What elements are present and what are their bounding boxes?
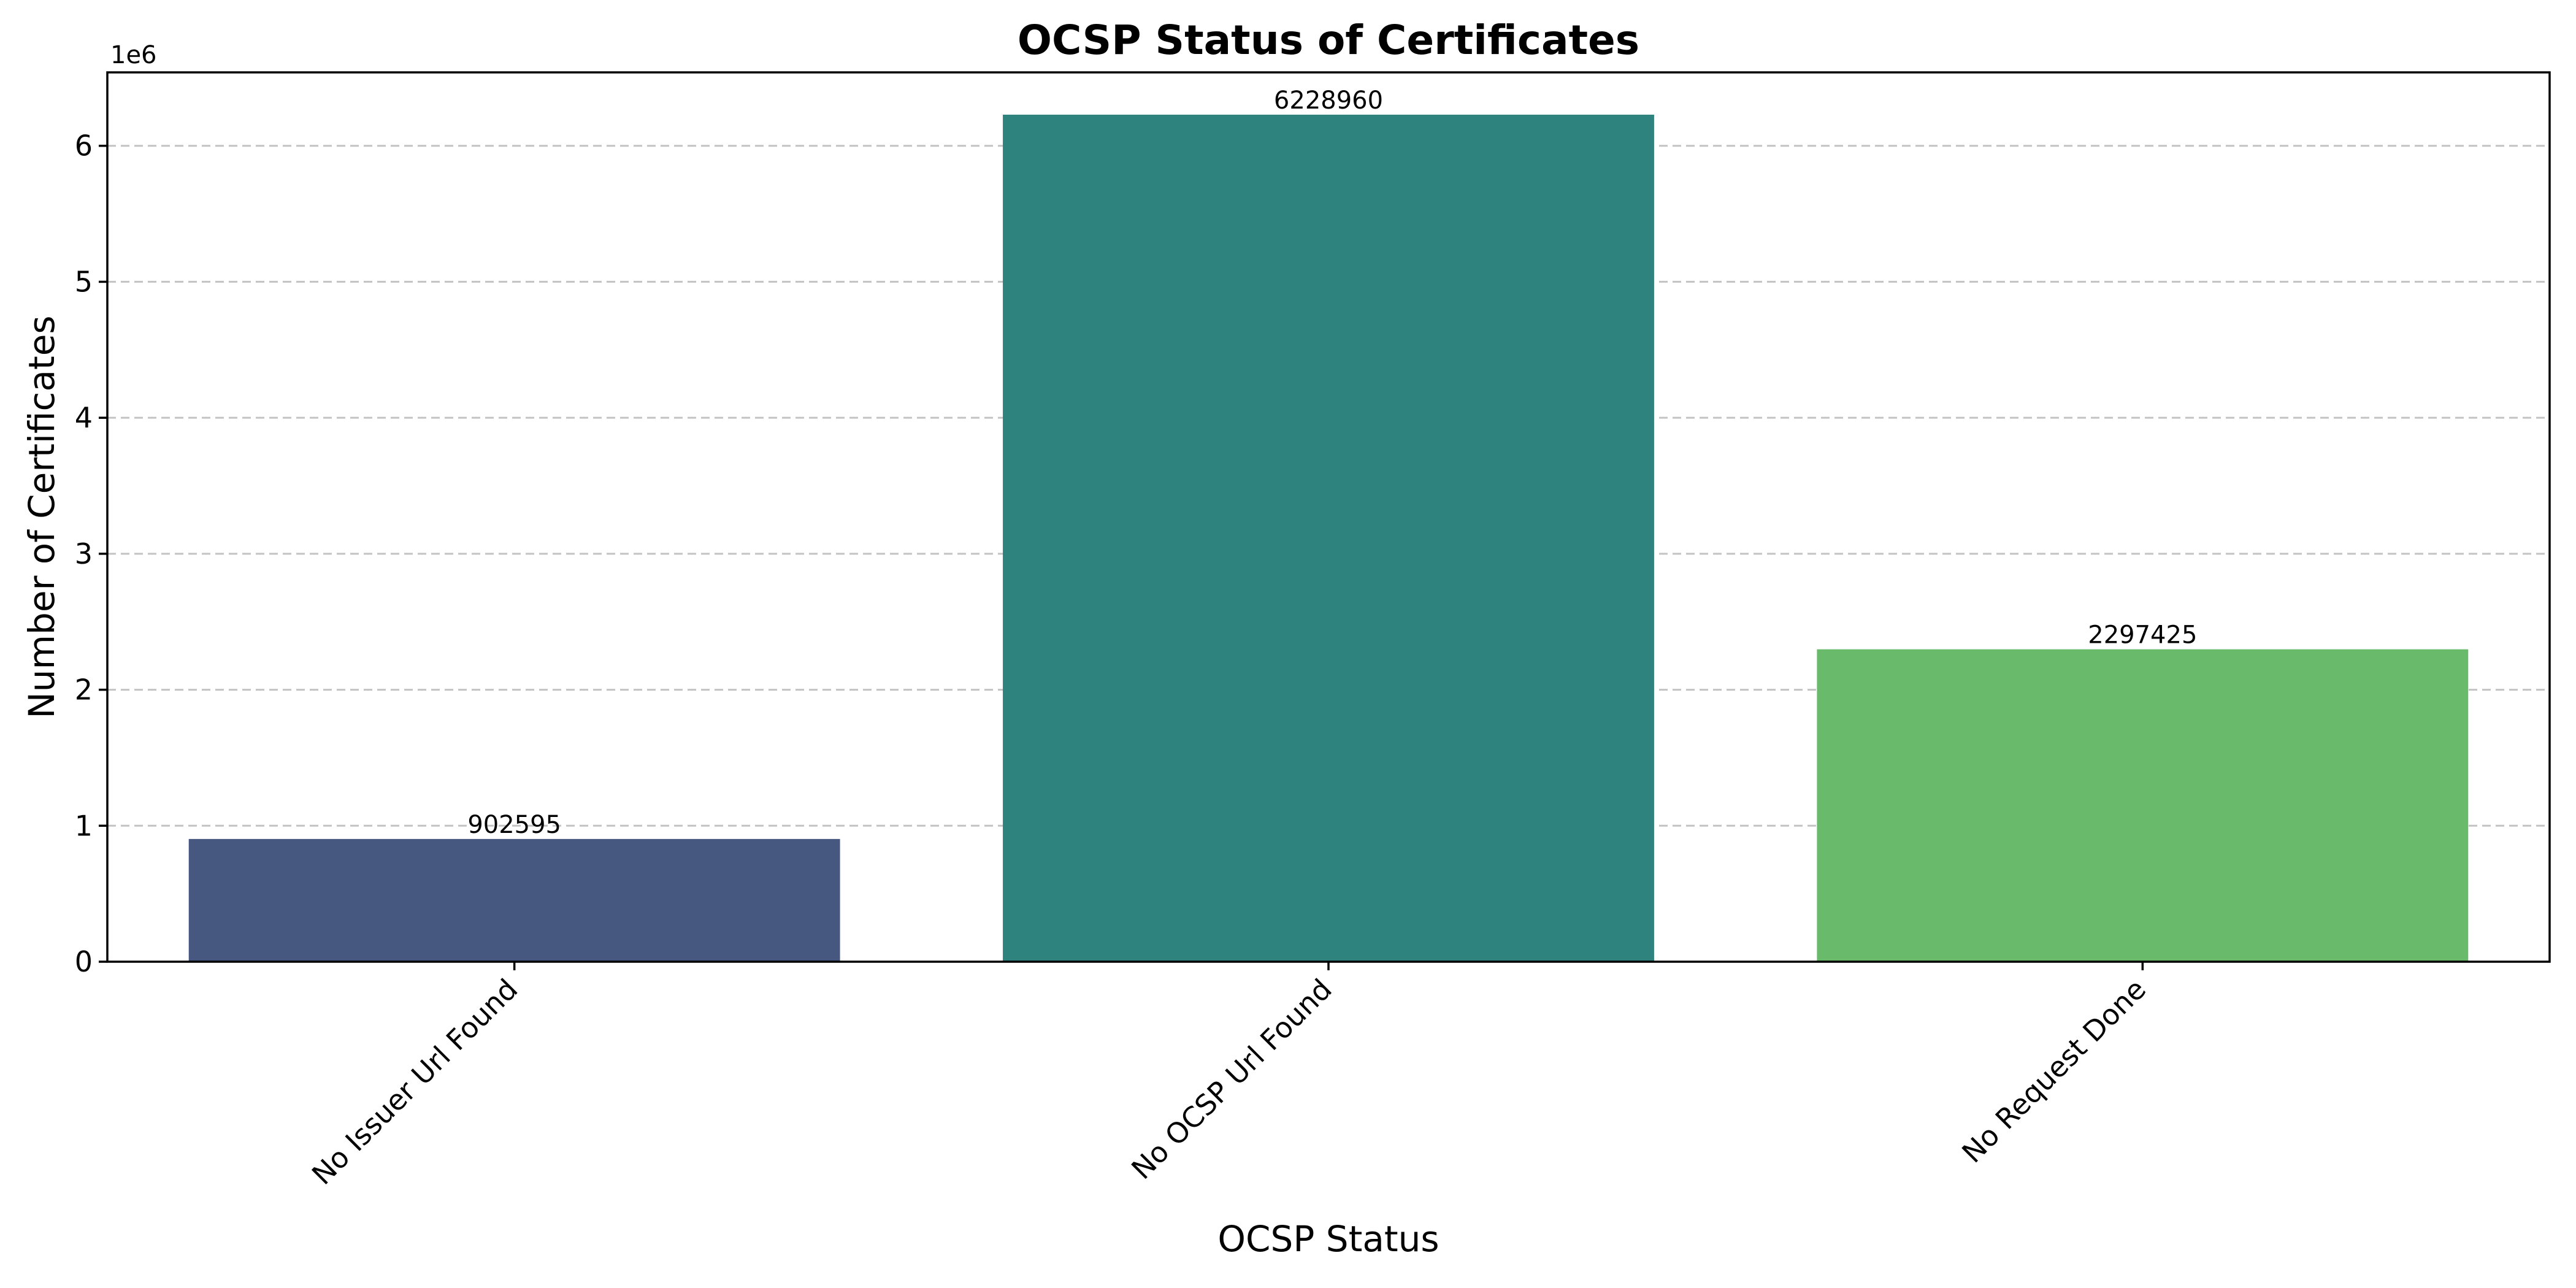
x-tick-label: No Issuer Url Found: [305, 973, 524, 1191]
x-axis-label: OCSP Status: [1217, 1218, 1439, 1260]
bar: [1003, 114, 1654, 962]
y-tick-label: 2: [75, 673, 93, 707]
y-tick-label: 1: [75, 809, 93, 842]
y-axis-label: Number of Certificates: [21, 315, 63, 718]
y-tick-label: 3: [75, 537, 93, 570]
data-label: 2297425: [2088, 621, 2197, 650]
bars: 902595 6228960 2297425: [188, 86, 2469, 962]
data-label: 902595: [467, 811, 561, 839]
x-tick-label: No Request Done: [1955, 973, 2152, 1170]
y-axis-offset-label: 1e6: [110, 41, 157, 69]
bar: [1817, 649, 2469, 962]
x-tick-label: No OCSP Url Found: [1125, 973, 1338, 1186]
x-axis-ticks: No Issuer Url Found No OCSP Url Found No R…: [305, 962, 2152, 1191]
bar: [188, 838, 840, 962]
y-axis-ticks: 0 1 2 3 4 5 6: [75, 129, 107, 978]
y-tick-label: 6: [75, 129, 93, 163]
data-label: 6228960: [1274, 86, 1383, 115]
y-tick-label: 4: [75, 401, 93, 434]
y-tick-label: 0: [75, 945, 93, 978]
chart-title: OCSP Status of Certificates: [1018, 17, 1639, 64]
y-tick-label: 5: [75, 265, 93, 298]
